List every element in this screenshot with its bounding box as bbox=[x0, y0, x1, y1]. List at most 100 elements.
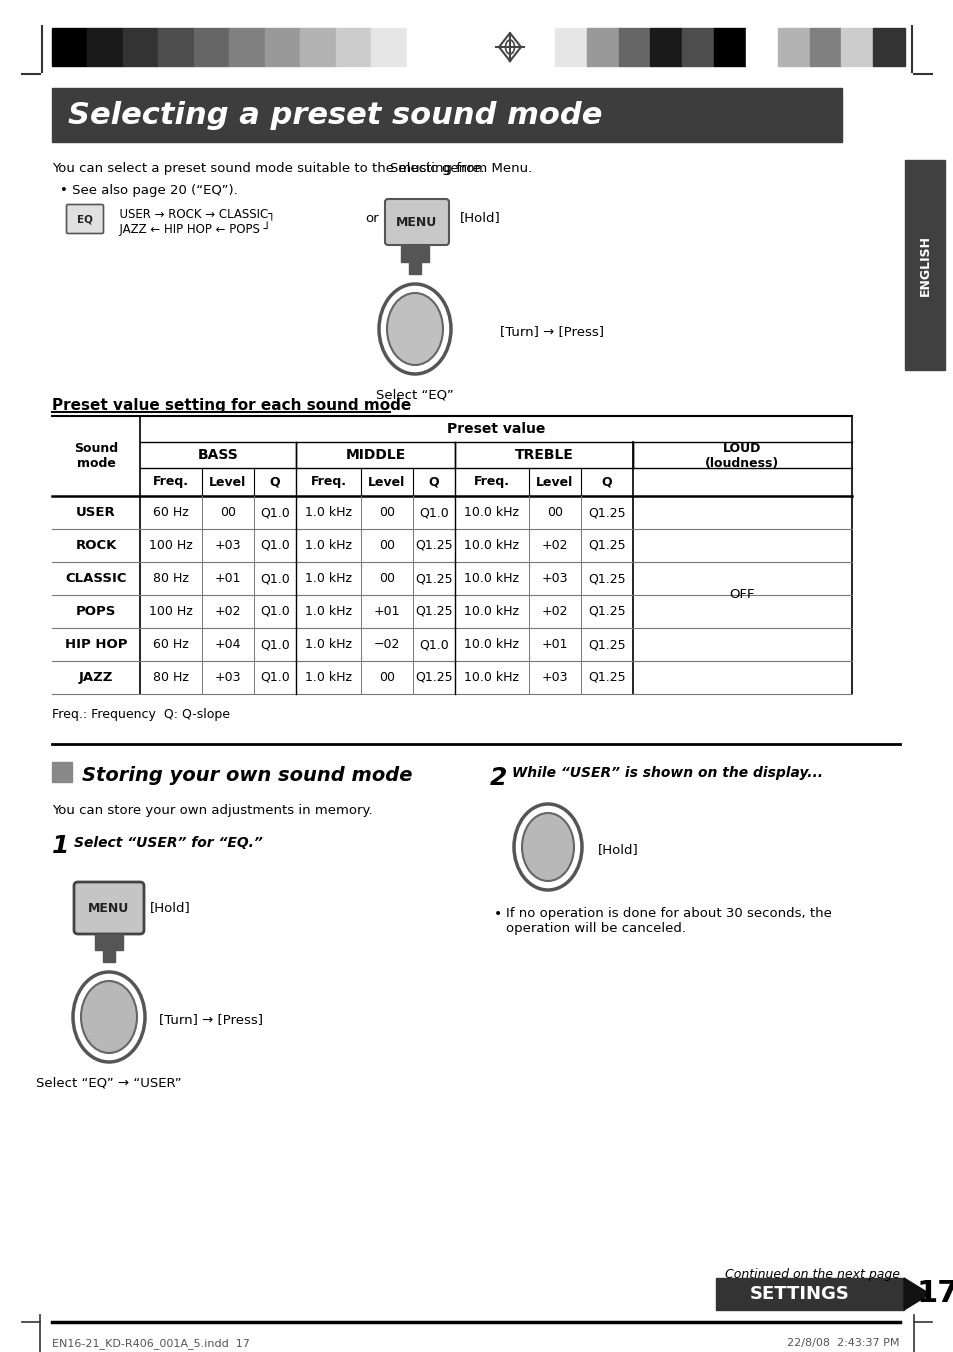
Bar bbox=[88, 28, 123, 66]
Text: Select “EQ” → “USER”: Select “EQ” → “USER” bbox=[36, 1078, 182, 1090]
Text: Select “USER” for “EQ.”: Select “USER” for “EQ.” bbox=[74, 836, 262, 850]
Text: 80 Hz: 80 Hz bbox=[152, 572, 189, 585]
Text: BASS: BASS bbox=[197, 448, 238, 462]
Text: 00: 00 bbox=[378, 572, 395, 585]
Text: •: • bbox=[494, 907, 501, 921]
Text: 80 Hz: 80 Hz bbox=[152, 671, 189, 684]
Text: 00: 00 bbox=[220, 506, 235, 519]
Text: You can store your own adjustments in memory.: You can store your own adjustments in me… bbox=[52, 804, 373, 817]
Text: Continued on the next page: Continued on the next page bbox=[724, 1268, 899, 1280]
Text: 22/8/08  2:43:37 PM: 22/8/08 2:43:37 PM bbox=[786, 1338, 899, 1348]
Text: CLASSIC: CLASSIC bbox=[65, 572, 127, 585]
FancyBboxPatch shape bbox=[67, 204, 103, 234]
Bar bbox=[586, 28, 618, 66]
Text: ENGLISH: ENGLISH bbox=[918, 234, 930, 296]
Text: +03: +03 bbox=[541, 671, 568, 684]
Text: POPS: POPS bbox=[75, 604, 116, 618]
FancyBboxPatch shape bbox=[385, 199, 449, 245]
Text: [Hold]: [Hold] bbox=[598, 844, 639, 857]
Text: 00: 00 bbox=[378, 671, 395, 684]
Text: Freq.: Freq. bbox=[474, 476, 510, 488]
Text: Freq.: Frequency  Q: Q-slope: Freq.: Frequency Q: Q-slope bbox=[52, 708, 230, 721]
Text: 100 Hz: 100 Hz bbox=[149, 604, 193, 618]
Text: Level: Level bbox=[536, 476, 573, 488]
Bar bbox=[371, 28, 406, 66]
Text: MENU: MENU bbox=[89, 902, 130, 914]
Bar bbox=[229, 28, 264, 66]
Text: Q1.25: Q1.25 bbox=[415, 539, 453, 552]
Text: 00: 00 bbox=[378, 539, 395, 552]
Text: 1.0 kHz: 1.0 kHz bbox=[305, 671, 352, 684]
Bar bbox=[809, 28, 841, 66]
Bar bbox=[264, 28, 300, 66]
Text: Q1.25: Q1.25 bbox=[588, 539, 625, 552]
Text: Q1.25: Q1.25 bbox=[415, 671, 453, 684]
Polygon shape bbox=[400, 246, 429, 274]
Bar bbox=[555, 28, 586, 66]
Bar bbox=[841, 28, 872, 66]
Text: Q1.0: Q1.0 bbox=[260, 572, 290, 585]
Text: HIP HOP: HIP HOP bbox=[65, 638, 127, 652]
Text: USER: USER bbox=[76, 506, 115, 519]
Text: JAZZ ← HIP HOP ← POPS ┘: JAZZ ← HIP HOP ← POPS ┘ bbox=[112, 220, 271, 235]
Text: Q1.25: Q1.25 bbox=[415, 572, 453, 585]
Bar bbox=[904, 160, 944, 370]
Text: 100 Hz: 100 Hz bbox=[149, 539, 193, 552]
Text: Q1.25: Q1.25 bbox=[588, 572, 625, 585]
Text: +03: +03 bbox=[541, 572, 568, 585]
Text: Sound
mode: Sound mode bbox=[74, 442, 118, 470]
Text: 1.0 kHz: 1.0 kHz bbox=[305, 638, 352, 652]
Bar bbox=[193, 28, 229, 66]
Bar bbox=[300, 28, 335, 66]
Bar bbox=[158, 28, 193, 66]
Text: Q: Q bbox=[428, 476, 438, 488]
Text: EN16-21_KD-R406_001A_5.indd  17: EN16-21_KD-R406_001A_5.indd 17 bbox=[52, 1338, 250, 1349]
Text: 10.0 kHz: 10.0 kHz bbox=[464, 638, 519, 652]
Text: −02: −02 bbox=[374, 638, 399, 652]
Text: +01: +01 bbox=[214, 572, 241, 585]
Text: 1.0 kHz: 1.0 kHz bbox=[305, 604, 352, 618]
Text: Preset value: Preset value bbox=[446, 422, 544, 435]
Text: 10.0 kHz: 10.0 kHz bbox=[464, 671, 519, 684]
Text: +01: +01 bbox=[374, 604, 400, 618]
Text: 10.0 kHz: 10.0 kHz bbox=[464, 506, 519, 519]
Text: Q1.0: Q1.0 bbox=[260, 638, 290, 652]
Text: 10.0 kHz: 10.0 kHz bbox=[464, 539, 519, 552]
Text: or: or bbox=[365, 211, 378, 224]
Text: Q1.0: Q1.0 bbox=[260, 671, 290, 684]
Text: +02: +02 bbox=[214, 604, 241, 618]
Text: +02: +02 bbox=[541, 539, 568, 552]
Text: Preset value setting for each sound mode: Preset value setting for each sound mode bbox=[52, 397, 411, 412]
Text: [Turn] → [Press]: [Turn] → [Press] bbox=[159, 1014, 263, 1026]
Bar bbox=[777, 28, 809, 66]
Text: 1.0 kHz: 1.0 kHz bbox=[305, 572, 352, 585]
Text: TREBLE: TREBLE bbox=[514, 448, 573, 462]
Text: Select “EQ”: Select “EQ” bbox=[375, 389, 454, 402]
Text: +04: +04 bbox=[214, 638, 241, 652]
Text: Q1.0: Q1.0 bbox=[418, 506, 449, 519]
Ellipse shape bbox=[387, 293, 442, 365]
Text: Q1.25: Q1.25 bbox=[588, 638, 625, 652]
Text: Level: Level bbox=[368, 476, 405, 488]
Text: 00: 00 bbox=[378, 506, 395, 519]
Text: Q1.25: Q1.25 bbox=[588, 506, 625, 519]
Ellipse shape bbox=[81, 982, 137, 1053]
Text: 17: 17 bbox=[916, 1279, 953, 1309]
Text: 60 Hz: 60 Hz bbox=[153, 638, 189, 652]
Text: LOUD
(loudness): LOUD (loudness) bbox=[704, 442, 779, 470]
Text: Q1.0: Q1.0 bbox=[260, 539, 290, 552]
Text: Selecting from Menu.: Selecting from Menu. bbox=[390, 162, 532, 174]
Polygon shape bbox=[903, 1278, 929, 1310]
Text: [Turn] → [Press]: [Turn] → [Press] bbox=[499, 326, 603, 338]
Text: JAZZ: JAZZ bbox=[79, 671, 113, 684]
Bar bbox=[52, 763, 71, 781]
Text: ROCK: ROCK bbox=[75, 539, 116, 552]
Text: Q1.25: Q1.25 bbox=[415, 604, 453, 618]
Text: 60 Hz: 60 Hz bbox=[153, 506, 189, 519]
Text: [Hold]: [Hold] bbox=[459, 211, 500, 224]
Text: Freq.: Freq. bbox=[152, 476, 189, 488]
Bar bbox=[716, 1278, 903, 1310]
Text: SETTINGS: SETTINGS bbox=[749, 1284, 849, 1303]
Bar bbox=[618, 28, 650, 66]
Text: +03: +03 bbox=[214, 671, 241, 684]
